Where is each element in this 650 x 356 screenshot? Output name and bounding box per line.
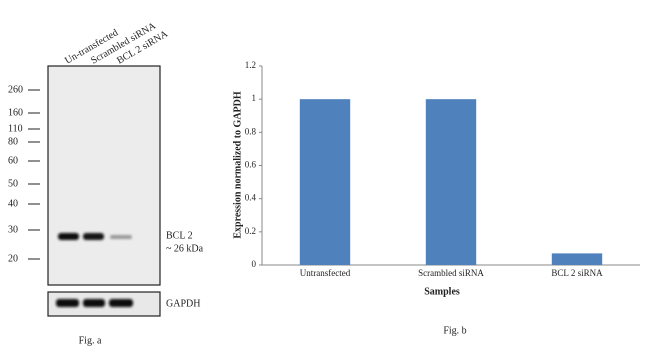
y-tick-label: 0.2 (245, 226, 256, 236)
caption: Fig. b (443, 325, 466, 336)
marker-label: 30 (8, 224, 18, 235)
band (109, 299, 133, 307)
blot-membrane (47, 65, 161, 286)
marker-label: 50 (8, 178, 18, 189)
x-tick-label: BCL 2 siRNA (551, 268, 603, 278)
marker-label: 80 (8, 136, 18, 147)
loading-label: GAPDH (166, 298, 200, 309)
y-tick-label: 1.2 (245, 60, 256, 70)
band (83, 299, 105, 307)
band (110, 235, 132, 239)
bar (425, 99, 477, 266)
caption: Fig. a (79, 335, 102, 346)
band (58, 233, 79, 240)
band-label: BCL 2 (166, 230, 193, 241)
x-axis-title: Samples (424, 286, 460, 297)
marker-label: 260 (8, 84, 23, 95)
x-tick-label: Untransfected (300, 268, 351, 278)
marker-label: 40 (8, 198, 18, 209)
y-axis-title: Expression normalized to GAPDH (232, 91, 243, 239)
y-tick-label: 0.8 (245, 126, 257, 136)
band (56, 299, 79, 307)
marker-label: 160 (8, 107, 23, 118)
bar (299, 99, 351, 266)
bar (551, 253, 603, 265)
y-tick-label: 1 (252, 93, 257, 103)
y-tick-label: 0.6 (245, 160, 257, 170)
marker-label: 110 (8, 123, 23, 134)
band-size: ~ 26 kDa (166, 243, 204, 254)
marker-label: 60 (8, 155, 18, 166)
marker-label: 20 (8, 253, 18, 264)
band (83, 233, 104, 240)
y-tick-label: 0.4 (245, 193, 257, 203)
y-tick-label: 0 (252, 259, 257, 269)
x-tick-label: Scrambled siRNA (418, 268, 484, 278)
bands (56, 233, 133, 307)
